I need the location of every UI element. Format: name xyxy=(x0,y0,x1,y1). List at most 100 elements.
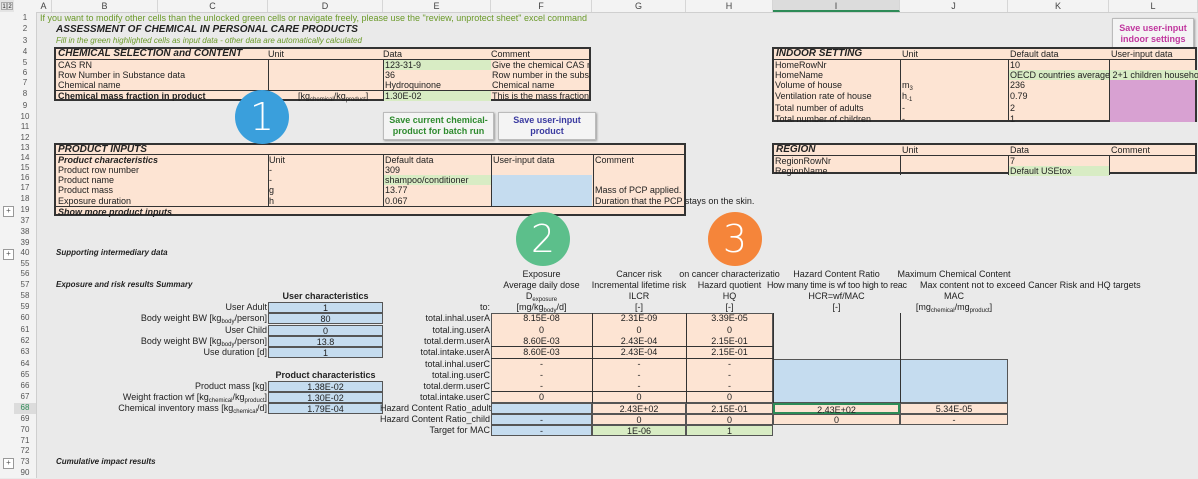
row-number-55[interactable]: 55 xyxy=(20,259,30,268)
subscript: -1 xyxy=(907,97,913,103)
region-data[interactable]: Default USEtox xyxy=(1009,166,1109,176)
user-input-product-cells[interactable] xyxy=(491,175,592,206)
column-header-F[interactable]: F xyxy=(491,0,592,12)
row-number-56[interactable]: 56 xyxy=(20,269,30,278)
save-save-indoor-button[interactable]: Save user-input indoor settings xyxy=(1112,18,1194,50)
row-number-5[interactable]: 5 xyxy=(22,58,28,67)
section-supporting-data[interactable]: Supporting intermediary data xyxy=(56,248,168,257)
product-char-value: 1.38E-02 xyxy=(268,381,383,392)
row-number-10[interactable]: 10 xyxy=(20,112,30,121)
column-header-H[interactable]: H xyxy=(686,0,773,12)
row-number-67[interactable]: 67 xyxy=(20,392,30,401)
region-header-2: Comment xyxy=(1111,145,1151,155)
row-number-70[interactable]: 70 xyxy=(20,425,30,434)
row-number-6[interactable]: 6 xyxy=(22,68,28,77)
row-number-2[interactable]: 2 xyxy=(22,24,28,33)
row-number-60[interactable]: 60 xyxy=(20,313,30,322)
save-save-batch-button[interactable]: Save current chemical-product for batch … xyxy=(383,112,494,140)
row-number-1[interactable]: 1 xyxy=(22,13,28,22)
row-number-13[interactable]: 13 xyxy=(20,143,30,152)
row-number-3[interactable]: 3 xyxy=(22,36,28,45)
section-cumulative-results[interactable]: Cumulative impact results xyxy=(56,457,156,466)
column-header-A[interactable]: A xyxy=(36,0,52,12)
product-comment: Mass of PCP applied. xyxy=(595,185,682,195)
row-number-11[interactable]: 11 xyxy=(20,122,30,131)
show-more-product-inputs[interactable]: Show more product inputs xyxy=(58,207,172,217)
result-col-desc: Max content not to exceed Cancer Risk an… xyxy=(920,280,1141,290)
product-unit: h xyxy=(269,196,275,206)
expand-group-button[interactable]: + xyxy=(3,458,14,469)
row-number-19[interactable]: 19 xyxy=(20,205,30,214)
expand-group-button[interactable]: + xyxy=(3,249,14,260)
column-header-C[interactable]: C xyxy=(158,0,268,12)
text-part: /mg xyxy=(954,302,970,312)
indoor-default-data: OECD countries average 2+1 children hous… xyxy=(1009,70,1198,80)
row-number-17[interactable]: 17 xyxy=(20,183,30,192)
row-number-65[interactable]: 65 xyxy=(20,370,30,379)
divider xyxy=(56,154,684,155)
row-number-62[interactable]: 62 xyxy=(20,336,30,345)
region-data: 7 xyxy=(1010,156,1016,166)
row-number-38[interactable]: 38 xyxy=(20,227,30,236)
row-number-9[interactable]: 9 xyxy=(22,101,28,110)
outline-level-2[interactable]: 2 xyxy=(7,2,13,10)
expand-group-button[interactable]: + xyxy=(3,206,14,217)
column-header-J[interactable]: J xyxy=(900,0,1008,12)
column-header-L[interactable]: L xyxy=(1109,0,1198,12)
row-number-40[interactable]: 40 xyxy=(20,248,30,257)
row-number-72[interactable]: 72 xyxy=(20,446,30,455)
text-part: User Child xyxy=(224,325,267,335)
row-number-68[interactable]: 68 xyxy=(14,403,36,414)
row-number-69[interactable]: 69 xyxy=(20,414,30,423)
row-number-58[interactable]: 58 xyxy=(20,291,30,300)
indoor-row-label: Ventilation rate of house xyxy=(775,91,872,101)
column-header-I[interactable]: I xyxy=(773,0,900,12)
divider xyxy=(1109,60,1110,122)
result-value: 2.15E-01 xyxy=(711,336,748,346)
row-number-71[interactable]: 71 xyxy=(20,436,30,445)
divider xyxy=(774,59,1195,60)
text-part: ] xyxy=(264,392,267,402)
row-number-7[interactable]: 7 xyxy=(22,78,28,87)
product-header-2: Default data xyxy=(385,155,434,165)
text-part: [mg/kg xyxy=(516,302,544,312)
outline-level-1[interactable]: 1 xyxy=(1,2,7,10)
chemical-data-input[interactable]: 123-31-9 xyxy=(383,60,491,70)
row-number-15[interactable]: 15 xyxy=(20,163,30,172)
result-value: - xyxy=(728,370,731,380)
column-header-D[interactable]: D xyxy=(268,0,383,12)
result-value: 0 xyxy=(538,392,544,402)
column-header-G[interactable]: G xyxy=(592,0,686,12)
result-row-label: Hazard Content Ratio_child xyxy=(380,414,491,424)
divider xyxy=(900,60,901,122)
row-number-73[interactable]: 73 xyxy=(20,457,30,466)
row-number-16[interactable]: 16 xyxy=(20,173,30,182)
user-char-label: Body weight BW [kgbody/person] xyxy=(60,336,267,348)
result-value: 2.43E-04 xyxy=(620,347,658,357)
row-number-39[interactable]: 39 xyxy=(20,238,30,247)
column-header-B[interactable]: B xyxy=(52,0,158,12)
column-header-K[interactable]: K xyxy=(1008,0,1109,12)
row-number-63[interactable]: 63 xyxy=(20,347,30,356)
row-number-90[interactable]: 90 xyxy=(20,468,30,477)
chemical-header-0: Unit xyxy=(268,49,285,59)
row-number-18[interactable]: 18 xyxy=(20,194,30,203)
section-results-summary[interactable]: Exposure and risk results Summary xyxy=(56,280,193,289)
save-save-product-button[interactable]: Save user-input product xyxy=(498,112,596,140)
row-number-4[interactable]: 4 xyxy=(22,47,28,56)
divider xyxy=(56,90,589,91)
row-number-64[interactable]: 64 xyxy=(20,359,30,368)
divider xyxy=(491,358,773,359)
chemical-data-input[interactable]: 1.30E-02 xyxy=(383,91,491,101)
row-number-57[interactable]: 57 xyxy=(20,280,30,289)
row-number-66[interactable]: 66 xyxy=(20,381,30,390)
row-number-37[interactable]: 37 xyxy=(20,216,30,225)
subscript: exposure xyxy=(532,297,558,303)
row-number-8[interactable]: 8 xyxy=(22,89,28,98)
row-number-59[interactable]: 59 xyxy=(20,302,30,311)
row-number-61[interactable]: 61 xyxy=(20,325,30,334)
row-number-12[interactable]: 12 xyxy=(20,133,30,142)
row-number-14[interactable]: 14 xyxy=(20,153,30,162)
column-header-E[interactable]: E xyxy=(383,0,491,12)
